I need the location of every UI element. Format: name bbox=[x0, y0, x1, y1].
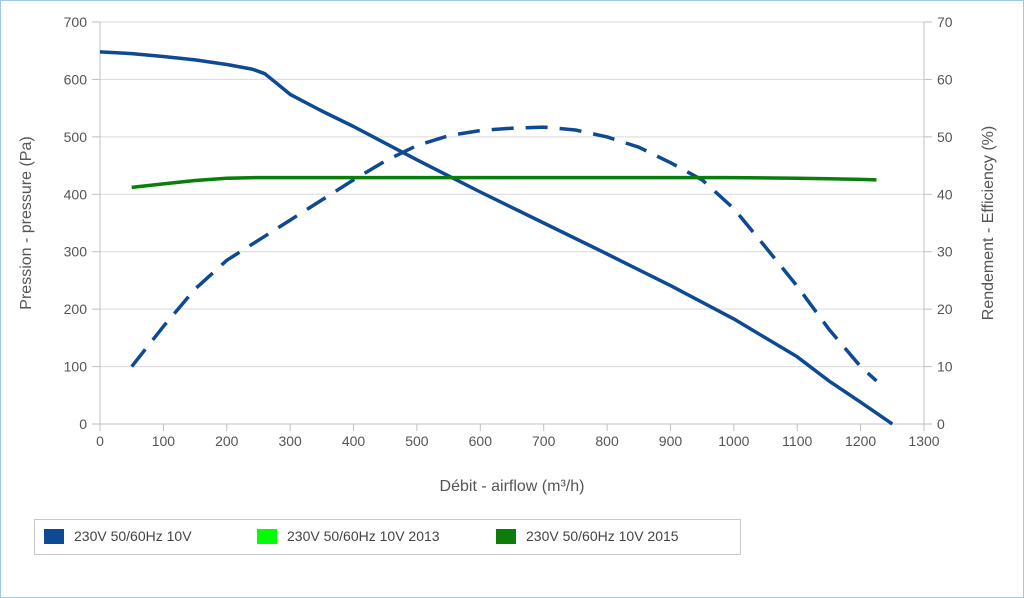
y-tick-label: 400 bbox=[64, 186, 88, 202]
series-line-1 bbox=[99, 50, 894, 426]
y-tick-label: 100 bbox=[64, 359, 88, 375]
y-tick-label: 200 bbox=[64, 301, 88, 317]
legend-swatch bbox=[257, 528, 277, 544]
legend-label: 230V 50/60Hz 10V 2015 bbox=[526, 528, 679, 544]
legend-swatch bbox=[44, 528, 64, 544]
legend-item[interactable]: 230V 50/60Hz 10V 2013 bbox=[257, 528, 440, 544]
x-tick-label: 1300 bbox=[908, 433, 939, 449]
legend-item[interactable]: 230V 50/60Hz 10V bbox=[44, 528, 192, 544]
legend-label: 230V 50/60Hz 10V bbox=[74, 528, 192, 544]
y2-tick-label: 60 bbox=[937, 71, 953, 87]
x-tick-label: 500 bbox=[405, 433, 429, 449]
y2-tick-label: 20 bbox=[937, 301, 953, 317]
x-tick-label: 100 bbox=[152, 433, 176, 449]
y-tick-label: 0 bbox=[79, 416, 87, 432]
legend: 230V 50/60Hz 10V 230V 50/60Hz 10V 2013 2… bbox=[34, 519, 741, 555]
x-tick-label: 700 bbox=[532, 433, 556, 449]
x-tick-label: 1100 bbox=[782, 433, 812, 449]
y2-tick-label: 50 bbox=[937, 129, 953, 145]
y-tick-label: 600 bbox=[64, 71, 88, 87]
x-tick-label: 300 bbox=[278, 433, 302, 449]
x-tick-label: 1200 bbox=[845, 433, 876, 449]
x-tick-label: 0 bbox=[96, 433, 104, 449]
y2-tick-label: 70 bbox=[937, 14, 953, 30]
y-tick-label: 300 bbox=[64, 244, 88, 260]
y2-axis-title: Rendement - Efficiency (%) bbox=[980, 126, 997, 320]
x-tick-label: 600 bbox=[469, 433, 493, 449]
legend-label: 230V 50/60Hz 10V 2013 bbox=[287, 528, 440, 544]
x-tick-label: 1000 bbox=[718, 433, 749, 449]
legend-item[interactable]: 230V 50/60Hz 10V 2015 bbox=[496, 528, 679, 544]
series-line-2 bbox=[130, 125, 878, 383]
legend-swatch bbox=[496, 528, 516, 544]
y2-tick-label: 0 bbox=[937, 416, 945, 432]
y2-tick-label: 30 bbox=[937, 244, 953, 260]
x-tick-label: 200 bbox=[215, 433, 239, 449]
series-line-3 bbox=[131, 175, 877, 190]
y-tick-label: 700 bbox=[64, 14, 88, 30]
y2-tick-label: 10 bbox=[937, 359, 953, 375]
x-tick-label: 900 bbox=[659, 433, 683, 449]
x-tick-label: 800 bbox=[595, 433, 619, 449]
y2-tick-label: 40 bbox=[937, 186, 953, 202]
y-tick-label: 500 bbox=[64, 129, 88, 145]
x-axis-title: Débit - airflow (m³/h) bbox=[440, 478, 585, 495]
x-tick-label: 400 bbox=[342, 433, 366, 449]
y-axis-title: Pression - pressure (Pa) bbox=[18, 136, 35, 309]
